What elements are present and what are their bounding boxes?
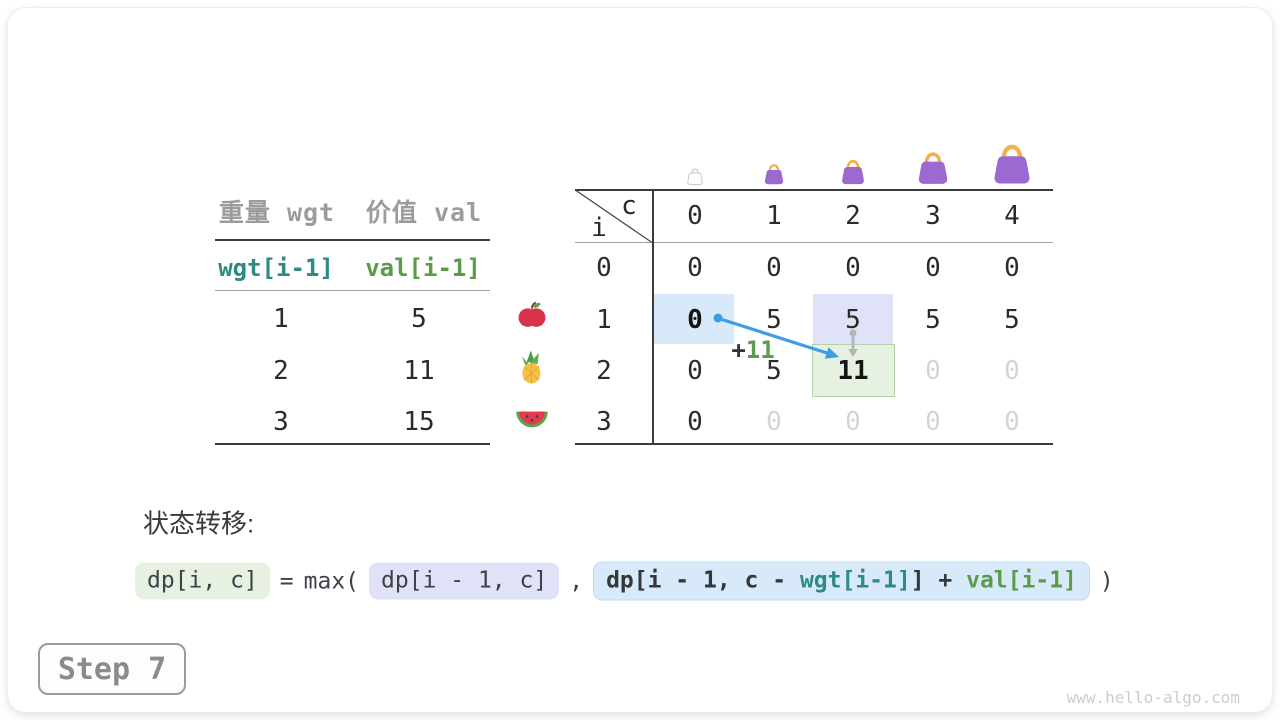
items-col-header-value: 价值 val xyxy=(365,198,483,227)
dp-cell-r1-c2: 5 xyxy=(845,305,861,335)
formula-close-paren: ) xyxy=(1099,568,1114,594)
added-value: 11 xyxy=(745,336,775,364)
items-subheader-val: val[i-1] xyxy=(365,254,481,282)
item-0-val: 5 xyxy=(411,304,427,334)
step-badge: Step 7 xyxy=(38,643,186,695)
bag-icon-2 xyxy=(842,159,864,185)
empty-bag-icon xyxy=(687,168,703,185)
item-1-val: 11 xyxy=(403,356,435,386)
formula-max-open: max( xyxy=(303,568,360,594)
items-table-rule-top xyxy=(215,239,490,241)
add-value-annotation: +11 xyxy=(731,336,774,364)
watermark: www.hello-algo.com xyxy=(1066,688,1240,707)
items-table-rule-mid xyxy=(215,290,490,291)
dp-table-rule-header xyxy=(575,242,1053,243)
dp-col-header-3: 3 xyxy=(925,201,941,231)
dp-row-header-3: 3 xyxy=(596,407,612,437)
dp-cell-r2-c1: 5 xyxy=(766,356,782,386)
items-subheader-wgt: wgt[i-1] xyxy=(218,254,334,282)
figure-card xyxy=(8,8,1272,712)
transition-heading: 状态转移: xyxy=(143,508,255,539)
item-2-val: 15 xyxy=(403,407,435,437)
items-col-header-weight: 重量 wgt xyxy=(218,198,336,227)
dp-cell-r2-c0: 0 xyxy=(687,356,703,386)
dp-cell-r0-c1: 0 xyxy=(766,253,782,283)
bag-icon-4 xyxy=(994,144,1030,184)
dp-cell-r0-c4: 0 xyxy=(1004,253,1020,283)
dp-cell-r0-c0: 0 xyxy=(687,253,703,283)
dp-corner-col-var: c xyxy=(621,191,637,221)
dp-row-header-2: 2 xyxy=(596,356,612,386)
dp-corner-row-var: i xyxy=(591,213,607,243)
apple-icon xyxy=(517,301,547,334)
item-2-wgt: 3 xyxy=(273,407,289,437)
formula-arg1-box: dp[i - 1, c] xyxy=(369,562,560,600)
formula-arg2-val: val[i-1] xyxy=(966,567,1077,594)
formula-comma: , xyxy=(569,568,584,594)
formula-arg2-wgt: wgt[i-1] xyxy=(799,567,911,594)
formula-lhs-box: dp[i, c] xyxy=(135,562,270,600)
dp-cell-r1-c1: 5 xyxy=(766,305,782,335)
dp-table-rule-bottom xyxy=(575,443,1053,445)
dp-row-header-1: 1 xyxy=(596,305,612,335)
dp-cell-r2-c2: 11 xyxy=(837,356,869,386)
dp-cell-r1-c3: 5 xyxy=(925,305,941,335)
dp-col-header-0: 0 xyxy=(687,201,703,231)
plus-sign: + xyxy=(731,336,746,364)
formula-arg2-box: dp[i - 1, c - wgt[i-1]] + val[i-1] xyxy=(593,561,1090,601)
dp-cell-r0-c3: 0 xyxy=(925,253,941,283)
dp-cell-r3-c2: 0 xyxy=(845,407,861,437)
item-1-wgt: 2 xyxy=(273,356,289,386)
dp-cell-r2-c3: 0 xyxy=(925,356,941,386)
bag-icon-1 xyxy=(764,164,784,185)
dp-cell-r3-c0: 0 xyxy=(687,407,703,437)
transition-formula: dp[i, c] = max( dp[i - 1, c] , dp[i - 1,… xyxy=(135,561,1114,601)
dp-cell-r1-c0: 0 xyxy=(687,305,703,335)
items-table-rule-bottom xyxy=(215,443,490,445)
item-0-wgt: 1 xyxy=(273,304,289,334)
pineapple-icon xyxy=(516,350,548,388)
dp-col-header-4: 4 xyxy=(1004,201,1020,231)
dp-row-header-0: 0 xyxy=(596,253,612,283)
dp-table-rule-vertical xyxy=(652,190,654,444)
dp-table-rule-top xyxy=(575,189,1053,191)
dp-col-header-1: 1 xyxy=(766,201,782,231)
dp-cell-r3-c3: 0 xyxy=(925,407,941,437)
dp-col-header-2: 2 xyxy=(845,201,861,231)
dp-cell-r3-c1: 0 xyxy=(766,407,782,437)
formula-arg2-prefix: dp[i - 1, c - xyxy=(606,567,800,594)
dp-cell-r0-c2: 0 xyxy=(845,253,861,283)
dp-cell-r2-c4: 0 xyxy=(1004,356,1020,386)
formula-arg2-mid: ] + xyxy=(910,567,967,594)
bag-icon-3 xyxy=(918,152,948,184)
dp-cell-r3-c4: 0 xyxy=(1004,407,1020,437)
dp-cell-r1-c4: 5 xyxy=(1004,305,1020,335)
formula-equals: = xyxy=(279,568,294,594)
watermelon-icon xyxy=(515,409,549,434)
